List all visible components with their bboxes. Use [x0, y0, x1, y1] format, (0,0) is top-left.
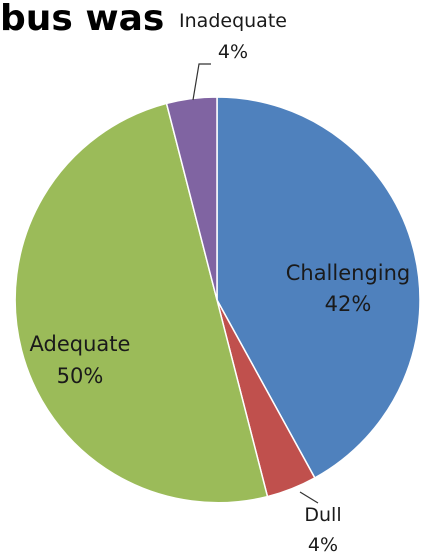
- chart-title: bus was: [0, 0, 164, 39]
- slice-labels: Challenging 42% Dull 4% Adequate 50% Inadequat…: [30, 10, 411, 556]
- slice-label-adequate: Adequate: [30, 332, 131, 356]
- slice-label-challenging: Challenging: [286, 261, 411, 285]
- leader-line-inadequate: [192, 63, 211, 101]
- slice-value-dull: 4%: [308, 534, 338, 556]
- leader-line-dull: [299, 491, 319, 504]
- slice-label-dull: Dull: [304, 504, 341, 526]
- slice-label-inadequate: Inadequate: [179, 10, 287, 32]
- slice-value-challenging: 42%: [325, 292, 372, 316]
- pie-slice-adequate: [14, 102, 269, 504]
- pie-slice-inadequate: [165, 96, 218, 301]
- slice-value-inadequate: 4%: [218, 41, 248, 63]
- pie-slice-challenging: [216, 96, 421, 479]
- slice-value-adequate: 50%: [57, 364, 104, 388]
- pie-slices: [14, 96, 421, 504]
- leader-lines: [192, 63, 319, 504]
